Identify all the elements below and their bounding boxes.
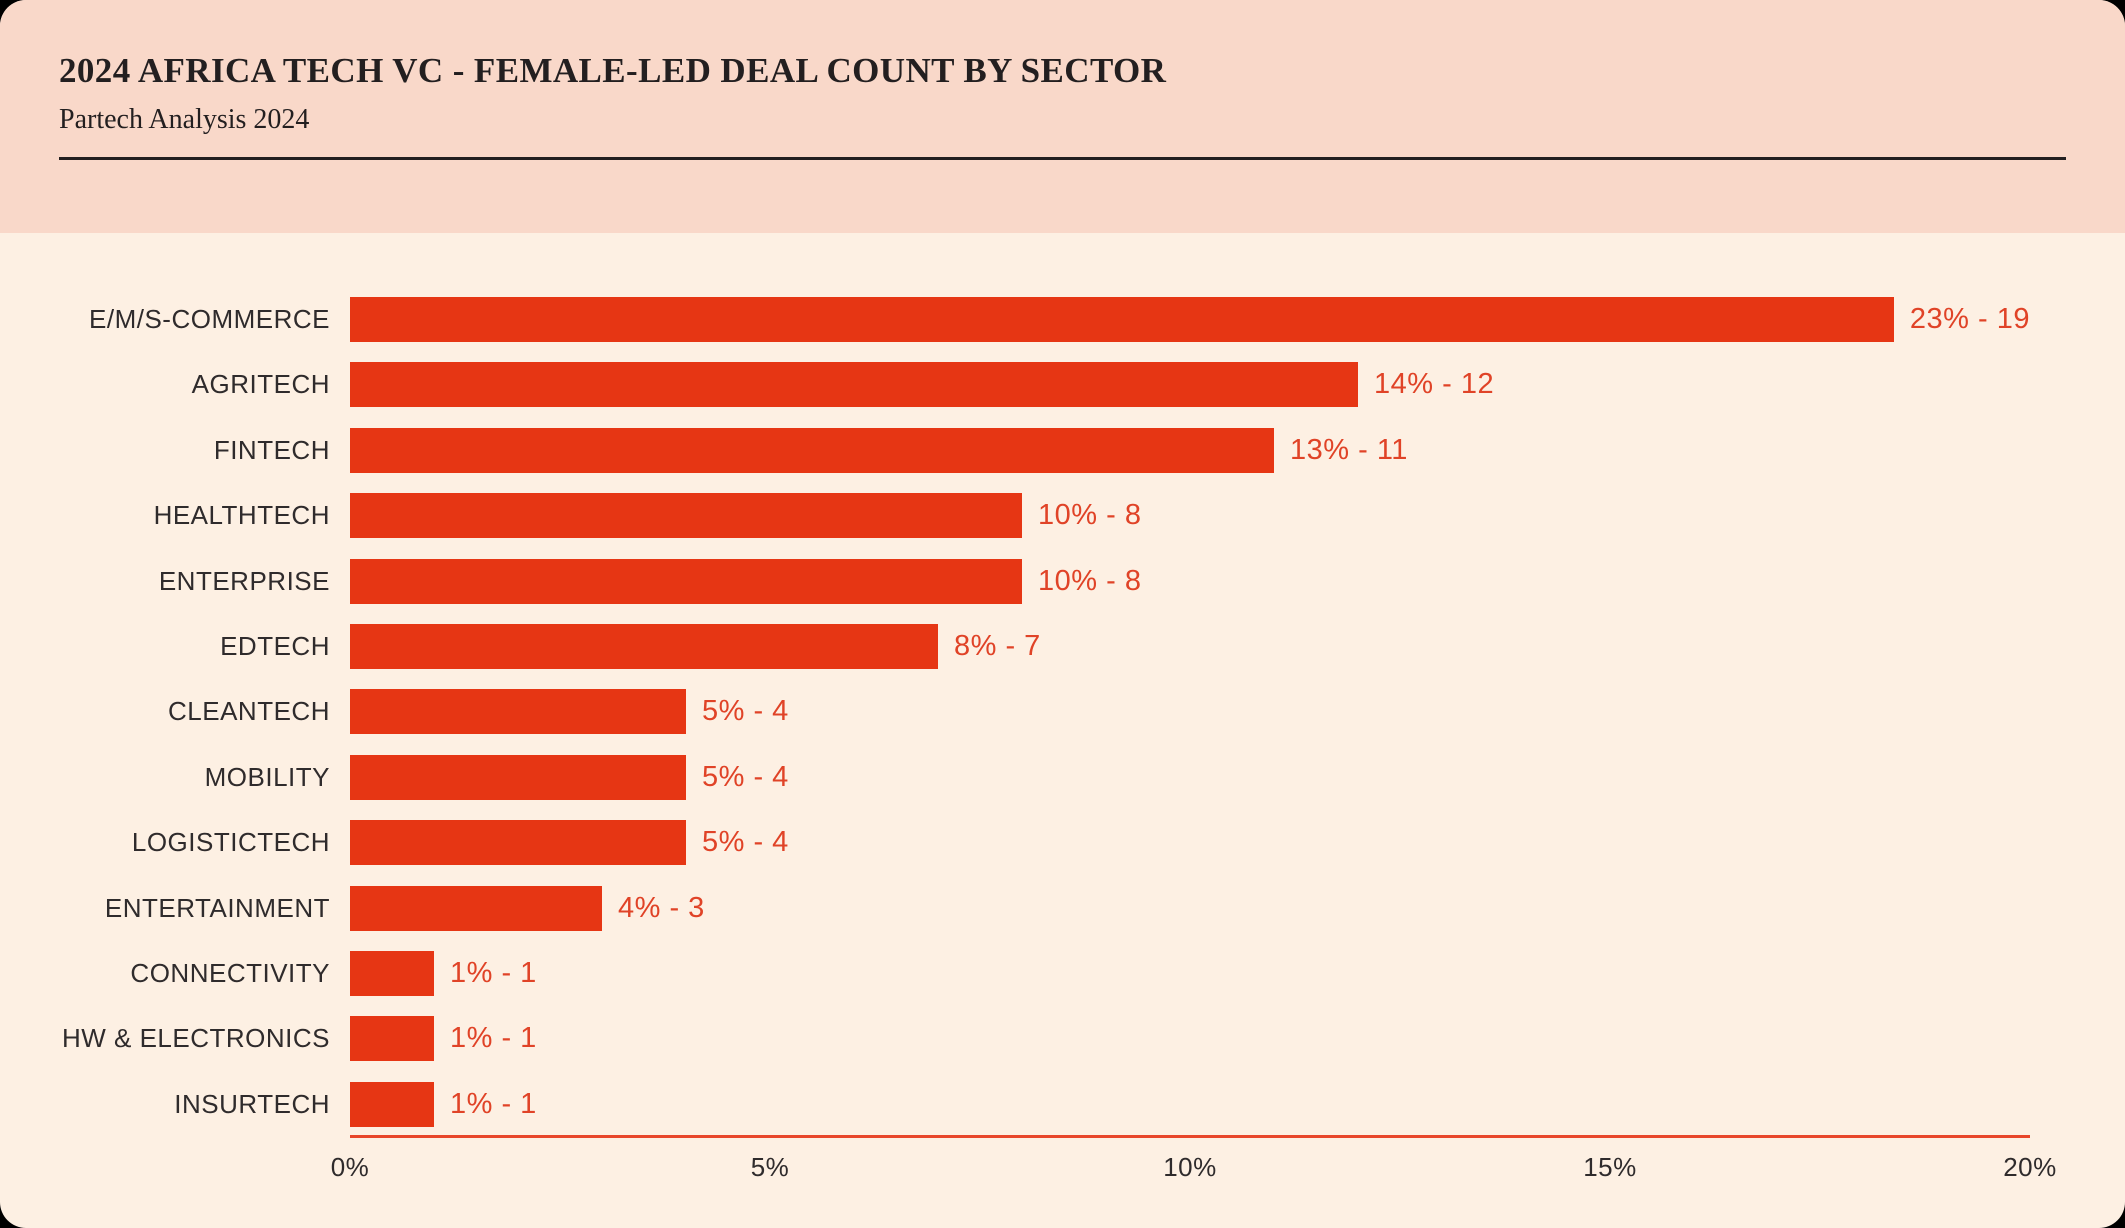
value-label: 10% - 8 (1038, 499, 1142, 532)
bar-track: 1% - 1 (350, 1016, 2030, 1062)
bar-row: FINTECH 13% - 11 (59, 427, 2125, 473)
bar-track: 5% - 4 (350, 820, 2030, 866)
bar (350, 689, 686, 735)
x-axis-line (350, 1134, 2030, 1138)
x-tick-label: 5% (750, 1151, 790, 1182)
header: 2024 AFRICA TECH VC - FEMALE-LED DEAL CO… (0, 0, 2125, 233)
bar-row: E/M/S-COMMERCE 23% - 19 (59, 297, 2125, 342)
bar-track: 1% - 1 (350, 950, 2030, 996)
value-label: 13% - 11 (1290, 433, 1408, 466)
category-label: E/M/S-COMMERCE (89, 304, 330, 334)
category-label: HEALTHTECH (153, 500, 330, 531)
category-label: HW & ELECTRONICS (61, 1023, 330, 1054)
category-label: EDTECH (220, 630, 330, 661)
bar-row: CLEANTECH 5% - 4 (59, 689, 2125, 735)
bar-track: 4% - 3 (350, 885, 2030, 931)
bar-row: ENTERTAINMENT 4% - 3 (59, 885, 2125, 931)
bar-row: EDTECH 8% - 7 (59, 623, 2125, 669)
bar-row: ENTERPRISE 10% - 8 (59, 558, 2125, 604)
page-title: 2024 AFRICA TECH VC - FEMALE-LED DEAL CO… (59, 51, 1167, 90)
bar-row: AGRITECH 14% - 12 (59, 362, 2125, 408)
category-label: ENTERTAINMENT (104, 892, 330, 923)
bar-track: 14% - 12 (350, 362, 2030, 408)
bar-rows: E/M/S-COMMERCE 23% - 19 AGRITECH 14% - 12 FI… (59, 297, 2125, 1127)
value-label: 23% - 19 (1909, 303, 2030, 335)
bar-track: 5% - 4 (350, 689, 2030, 735)
value-label: 4% - 3 (618, 891, 705, 924)
value-label: 1% - 1 (450, 1022, 537, 1055)
bar (350, 362, 1358, 408)
value-label: 10% - 8 (1038, 564, 1142, 597)
value-label: 5% - 4 (702, 760, 789, 793)
category-label: FINTECH (213, 434, 330, 465)
category-label: MOBILITY (204, 761, 330, 792)
bar-row: CONNECTIVITY 1% - 1 (59, 950, 2125, 996)
x-tick-label: 15% (1583, 1151, 1637, 1182)
category-label: LOGISTICTECH (131, 827, 330, 858)
bar-chart: E/M/S-COMMERCE 23% - 19 AGRITECH 14% - 12 FI… (0, 233, 2125, 1188)
bar-track: 10% - 8 (350, 493, 2030, 539)
bar-row: HW & ELECTRONICS 1% - 1 (59, 1016, 2125, 1062)
header-divider (59, 157, 2066, 160)
bar (350, 1016, 434, 1062)
bar-track: 10% - 8 (350, 558, 2030, 604)
x-axis-ticks: 0% 5% 10% 15% 20% (331, 1138, 2057, 1188)
bar (350, 820, 686, 866)
x-tick-label: 10% (1163, 1151, 1217, 1182)
bar (350, 950, 434, 996)
bar-row: INSURTECH 1% - 1 (59, 1081, 2125, 1127)
bar-row: HEALTHTECH 10% - 8 (59, 493, 2125, 539)
value-label: 1% - 1 (450, 1087, 537, 1120)
bar (350, 1081, 434, 1127)
bar-track: 5% - 4 (350, 754, 2030, 800)
value-label: 8% - 7 (954, 629, 1041, 662)
value-label: 5% - 4 (702, 695, 789, 728)
category-label: INSURTECH (174, 1088, 330, 1119)
bar (350, 885, 602, 931)
bar (350, 754, 686, 800)
bar-row: LOGISTICTECH 5% - 4 (59, 820, 2125, 866)
value-label: 14% - 12 (1374, 368, 1495, 401)
value-label: 5% - 4 (702, 826, 789, 859)
bar (350, 623, 938, 669)
value-label: 1% - 1 (450, 956, 537, 989)
category-label: AGRITECH (191, 369, 330, 400)
page-subtitle: Partech Analysis 2024 (59, 104, 310, 135)
bar (350, 427, 1274, 473)
bar-track: 1% - 1 (350, 1081, 2030, 1127)
category-label: CLEANTECH (168, 696, 330, 727)
category-label: ENTERPRISE (158, 565, 330, 596)
x-tick-label: 20% (2003, 1151, 2057, 1182)
bar-track: 23% - 19 (350, 297, 2030, 342)
bar-row: MOBILITY 5% - 4 (59, 754, 2125, 800)
bar (350, 558, 1022, 604)
category-label: CONNECTIVITY (130, 957, 330, 988)
bar (350, 297, 1894, 342)
bar-track: 13% - 11 (350, 427, 2030, 473)
x-tick-label: 0% (330, 1151, 370, 1182)
bar-track: 8% - 7 (350, 623, 2030, 669)
bar (350, 493, 1022, 539)
